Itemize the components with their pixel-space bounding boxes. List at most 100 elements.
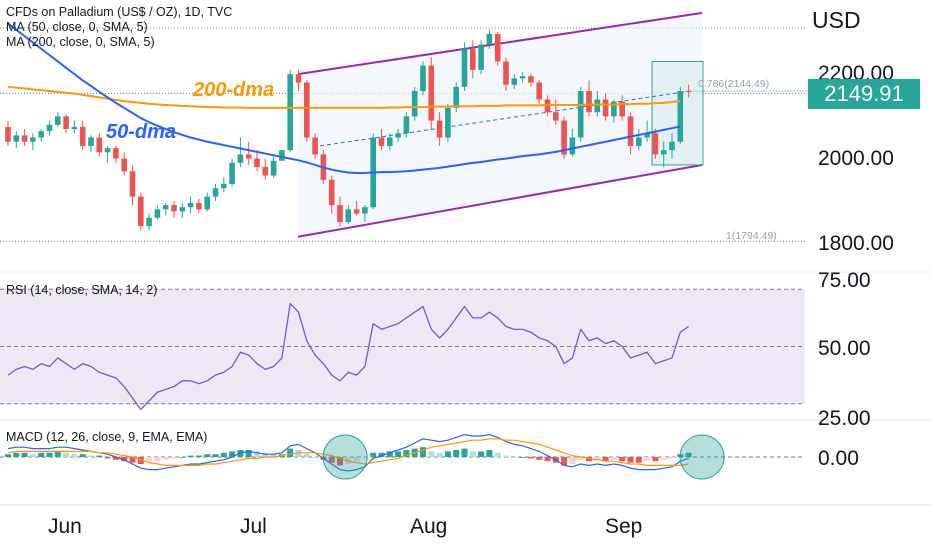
candle-body xyxy=(395,133,401,138)
y-tick-2000: 2000.00 xyxy=(818,147,894,170)
candle-body xyxy=(237,154,244,163)
candle-body xyxy=(503,61,509,85)
candle-body xyxy=(378,137,385,146)
macd-hist-bar xyxy=(129,457,136,463)
macd-hist-bar xyxy=(137,457,144,464)
macd-hist-bar xyxy=(619,457,626,462)
candle-body xyxy=(21,135,28,142)
candle-body xyxy=(55,116,61,125)
macd-hist-bar xyxy=(478,451,485,457)
macd-hist-bar xyxy=(444,451,451,457)
macd-hist-bar xyxy=(337,457,343,466)
macd-hist-bar xyxy=(13,452,20,457)
macd-hist-bar xyxy=(38,452,45,457)
candle-body xyxy=(445,107,451,138)
candle-body xyxy=(5,126,11,142)
macd-hist-bar xyxy=(220,452,227,457)
macd-hist-bar xyxy=(420,447,426,457)
candle-body xyxy=(561,120,567,155)
macd-hist-bar xyxy=(461,448,468,457)
price-pane xyxy=(5,11,808,238)
ma50-line xyxy=(7,22,681,174)
candle-body xyxy=(328,179,335,206)
candle-body xyxy=(594,99,601,113)
x-label-jul: Jul xyxy=(240,515,267,538)
rsi-pane xyxy=(0,288,805,411)
currency-label: USD xyxy=(812,7,861,33)
macd-hist-bar xyxy=(403,450,410,457)
annotations: 200-dma 50-dma 0.786(2144.49) 1(1794.49) xyxy=(106,78,777,242)
fib-786-label: 0.786(2144.49) xyxy=(698,78,769,90)
channel-lower-line xyxy=(297,163,703,238)
macd-tick-0: 0.00 xyxy=(818,447,859,470)
macd-hist-bar xyxy=(54,451,61,457)
macd-hist-bar xyxy=(96,455,103,457)
candle-body xyxy=(71,126,78,130)
x-label-sep: Sep xyxy=(605,515,642,538)
macd-hist-bar xyxy=(353,457,360,462)
candle-body xyxy=(577,91,584,138)
candle-body xyxy=(113,148,119,159)
candle-body xyxy=(63,116,69,130)
candle-body xyxy=(611,101,617,117)
candle-body xyxy=(428,65,435,121)
candle-body xyxy=(478,44,484,70)
candle-body xyxy=(627,116,634,146)
candle-body xyxy=(660,150,667,155)
candle-body xyxy=(644,133,650,138)
rsi-tick-25: 25.00 xyxy=(818,407,871,430)
macd-hist-bar xyxy=(179,457,186,458)
macd-legend: MACD (12, 26, close, 9, EMA, EMA) xyxy=(6,430,208,444)
macd-hist-bar xyxy=(586,457,592,462)
candle-body xyxy=(586,91,592,113)
candle-body xyxy=(270,160,277,176)
macd-hist-bar xyxy=(21,452,28,457)
macd-hist-bar xyxy=(436,452,443,457)
macd-hist-bar xyxy=(635,457,642,463)
macd-hist-bar xyxy=(287,448,294,457)
macd-hist-bar xyxy=(685,452,692,457)
macd-hist-bar xyxy=(428,451,435,457)
fib-1-label: 1(1794.49) xyxy=(726,230,777,242)
candle-body xyxy=(453,86,459,108)
macd-hist-bar xyxy=(503,455,509,457)
candle-body xyxy=(519,76,526,79)
macd-signal-line xyxy=(7,438,689,466)
candle-body xyxy=(420,65,426,92)
rsi-tick-50: 50.00 xyxy=(818,337,871,360)
candle-body xyxy=(104,148,111,153)
macd-hist-bar xyxy=(486,450,493,457)
macd-hist-bar xyxy=(361,457,368,459)
macd-hist-bar xyxy=(453,450,460,457)
candle-body xyxy=(619,101,625,117)
macd-hist-bar xyxy=(212,454,219,457)
macd-hist-bar xyxy=(312,457,319,458)
macd-hist-bar xyxy=(88,455,94,457)
candle-body xyxy=(254,158,260,168)
macd-hist-bar xyxy=(652,457,659,462)
macd-hist-bar xyxy=(71,454,78,457)
macd-hist-bar xyxy=(79,454,86,457)
candle-body xyxy=(362,207,368,214)
candle-body xyxy=(204,196,210,210)
label-200-dma: 200-dma xyxy=(192,79,274,101)
macd-hist-bar xyxy=(254,451,260,457)
macd-hist-bar xyxy=(536,457,543,460)
macd-hist-bar xyxy=(270,454,277,457)
macd-hist-bar xyxy=(370,452,377,457)
candle-body xyxy=(403,116,410,134)
rsi-legend: RSI (14, close, SMA, 14, 2) xyxy=(6,283,158,297)
ma50-legend: MA (50, close, 0, SMA, 5) xyxy=(6,20,148,34)
macd-pane xyxy=(0,434,805,480)
macd-hist-bar xyxy=(602,457,609,462)
macd-cross-highlight xyxy=(322,434,368,480)
macd-hist-bar xyxy=(204,454,211,457)
candle-body xyxy=(138,196,144,227)
macd-hist-bar xyxy=(511,457,518,458)
macd-cross-highlight xyxy=(679,434,725,480)
candle-body xyxy=(569,137,576,155)
candle-body xyxy=(279,150,285,161)
candle-body xyxy=(171,205,177,212)
macd-hist-bar xyxy=(237,450,244,457)
